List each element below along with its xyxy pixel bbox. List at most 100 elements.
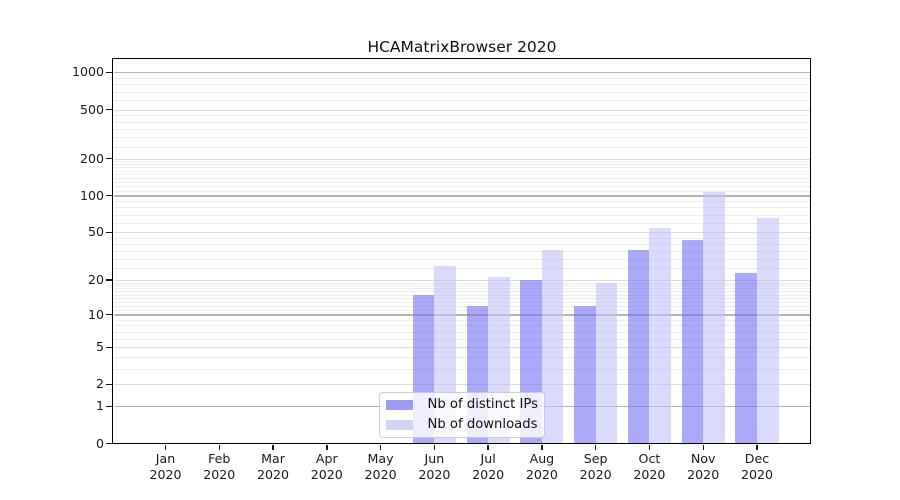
gridline xyxy=(113,136,811,138)
x-tick xyxy=(648,444,651,450)
gridline xyxy=(113,158,811,160)
gridline xyxy=(113,201,811,203)
gridline xyxy=(113,237,811,239)
gridline xyxy=(113,279,811,281)
gridline xyxy=(113,170,811,172)
gridline xyxy=(113,310,811,312)
gridline xyxy=(113,369,811,371)
y-tick-label: 500 xyxy=(79,101,104,117)
bar-downloads xyxy=(756,218,779,444)
gridline xyxy=(113,207,811,209)
gridline xyxy=(113,195,811,197)
gridline xyxy=(113,173,811,175)
y-tick xyxy=(106,346,112,348)
x-tick-label: May 2020 xyxy=(364,451,397,482)
x-tick-label: Oct 2020 xyxy=(633,451,666,482)
bar-downloads xyxy=(595,282,618,444)
gridline xyxy=(113,325,811,327)
y-tick xyxy=(106,71,112,74)
gridline xyxy=(113,298,811,300)
gridline xyxy=(113,331,811,333)
gridline xyxy=(113,99,811,101)
legend-label-downloads: Nb of downloads xyxy=(427,416,538,432)
gridline xyxy=(113,244,811,246)
x-tick-label: Sep 2020 xyxy=(579,451,612,482)
gridline xyxy=(113,181,811,183)
x-tick xyxy=(487,444,489,450)
gridline xyxy=(113,319,811,321)
y-tick-label: 1 xyxy=(95,398,104,414)
chart-title: HCAMatrixBrowser 2020 xyxy=(367,38,557,56)
x-tick xyxy=(164,444,167,450)
gridline xyxy=(113,282,811,284)
legend-label-distinct-ips: Nb of distinct IPs xyxy=(427,396,539,412)
y-tick xyxy=(106,157,112,160)
y-tick xyxy=(106,442,112,445)
y-tick-label: 0 xyxy=(95,435,104,451)
y-tick-label: 2 xyxy=(95,376,104,392)
x-tick xyxy=(541,444,543,450)
legend: Nb of distinct IPs Nb of downloads xyxy=(378,391,545,438)
x-tick-label: Jun 2020 xyxy=(418,451,451,482)
x-tick xyxy=(433,444,436,450)
gridline xyxy=(113,291,811,293)
bar-downloads xyxy=(649,228,672,444)
gridline xyxy=(113,91,811,93)
gridline xyxy=(113,177,811,179)
bar-distinct-ips xyxy=(735,272,757,444)
y-tick xyxy=(106,194,112,197)
x-tick xyxy=(756,444,758,450)
x-tick-label: Aug 2020 xyxy=(525,451,558,482)
y-tick xyxy=(106,231,112,233)
bar-distinct-ips xyxy=(627,249,650,444)
y-tick-label: 1000 xyxy=(71,64,104,80)
x-tick xyxy=(326,444,328,450)
y-tick xyxy=(106,405,112,407)
gridline xyxy=(113,84,811,86)
x-tick xyxy=(218,444,220,450)
legend-swatch-downloads xyxy=(385,419,413,430)
x-tick-label: Feb 2020 xyxy=(203,451,236,482)
gridline xyxy=(113,288,811,290)
gridline xyxy=(113,294,811,296)
gridline xyxy=(113,285,811,287)
x-tick-label: Jul 2020 xyxy=(472,451,505,482)
x-tick xyxy=(272,444,274,450)
bar-distinct-ips xyxy=(681,240,704,444)
y-tick xyxy=(106,108,112,111)
gridline xyxy=(113,167,811,169)
gridline xyxy=(113,338,811,340)
y-tick xyxy=(106,383,112,386)
bar-distinct-ips xyxy=(574,305,596,444)
plot-border xyxy=(112,57,811,445)
bar-downloads xyxy=(541,249,564,444)
gridline xyxy=(113,190,811,192)
gridline xyxy=(113,268,811,270)
gridline xyxy=(113,222,811,224)
y-tick-label: 100 xyxy=(79,187,104,203)
gridline xyxy=(113,161,811,163)
x-tick-label: Nov 2020 xyxy=(687,451,720,482)
gridline xyxy=(113,251,811,252)
x-tick xyxy=(702,444,704,450)
y-tick xyxy=(106,313,112,316)
y-tick xyxy=(106,279,112,281)
gridline xyxy=(113,121,811,123)
gridline xyxy=(113,185,811,187)
bar-downloads xyxy=(703,191,725,444)
x-tick-label: Jan 2020 xyxy=(149,451,182,482)
gridline xyxy=(113,259,811,261)
y-tick-label: 50 xyxy=(87,224,104,240)
gridline xyxy=(113,357,811,359)
x-tick-label: Apr 2020 xyxy=(310,451,343,482)
gridline xyxy=(113,347,811,349)
gridline xyxy=(113,115,811,117)
gridline xyxy=(113,301,811,303)
gridline xyxy=(113,305,811,307)
gridline xyxy=(113,314,811,316)
y-tick-label: 20 xyxy=(87,271,104,287)
x-tick-label: Dec 2020 xyxy=(740,451,773,482)
y-tick-label: 10 xyxy=(87,306,104,322)
gridline xyxy=(113,384,811,386)
